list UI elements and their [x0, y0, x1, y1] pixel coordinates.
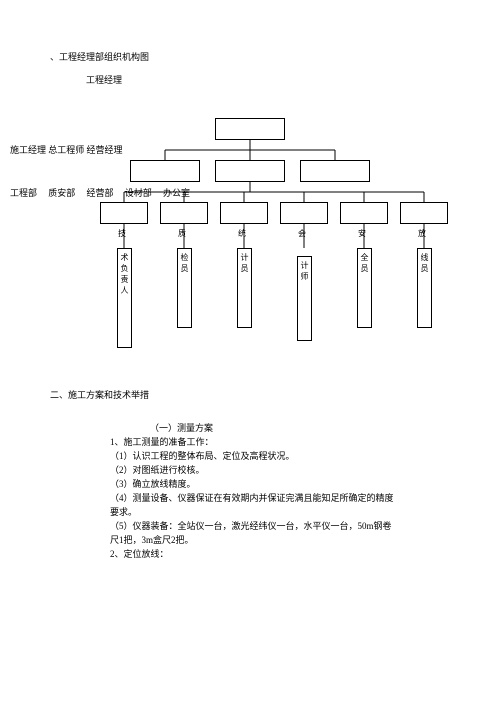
col-b: 检员 — [177, 248, 192, 328]
body-l6: （5）仪器装备：全站仪一台，激光经纬仪一台，水平仪一台，50m钢卷尺1把，3m盒… — [110, 520, 400, 548]
body-l1: 1、施工测量的准备工作： — [110, 436, 400, 450]
r3-lbl-c: 统 — [238, 228, 246, 239]
node-r2-1 — [130, 160, 200, 182]
node-r2-2 — [215, 160, 285, 182]
node-r3-1 — [100, 202, 148, 224]
label-row3: 工程部 质安部 经营部 设材部 办公室 — [10, 186, 190, 199]
r3-lbl-f: 放 — [418, 228, 426, 239]
node-r3-3 — [220, 202, 268, 224]
node-r3-2 — [160, 202, 208, 224]
r3-lbl-d: 会 — [298, 228, 306, 239]
body-l4: （3）确立放线精度。 — [110, 478, 400, 492]
org-chart: 施工经理 总工程师 经营经理 工程部 质安部 经营部 设材部 办公室 技 质 统… — [60, 98, 440, 358]
r3-lbl-b: 质 — [178, 228, 186, 239]
r3-lbl-a: 技 — [118, 228, 126, 239]
col-a: 术负责人 — [117, 248, 132, 348]
section-2-title: 二、施工方案和技术举措 — [50, 388, 460, 401]
subsection-1: （一）测量方案 — [150, 421, 460, 434]
section-1-title: 、工程经理部组织机构图 — [50, 50, 460, 63]
node-r2-3 — [300, 160, 370, 182]
node-r3-5 — [340, 202, 388, 224]
col-d: 计师 — [297, 256, 312, 341]
node-top — [215, 118, 285, 140]
r3-lbl-e: 安 — [358, 228, 366, 239]
label-row2: 施工经理 总工程师 经营经理 — [10, 143, 123, 156]
body-l2: （1）认识工程的整体布局、定位及高程状况。 — [110, 450, 400, 464]
col-e: 全员 — [357, 248, 372, 328]
body-l5: （4）测量设备、仪器保证在有效期内并保证完满且能知足所确定的精度要求。 — [110, 492, 400, 520]
node-r3-6 — [400, 202, 448, 224]
body-l3: （2）对图纸进行校核。 — [110, 464, 400, 478]
body-l7: 2、定位放线： — [110, 548, 400, 562]
col-f: 线员 — [417, 248, 432, 328]
label-pm: 工程经理 — [86, 73, 460, 86]
col-c: 计员 — [237, 248, 252, 328]
node-r3-4 — [280, 202, 328, 224]
